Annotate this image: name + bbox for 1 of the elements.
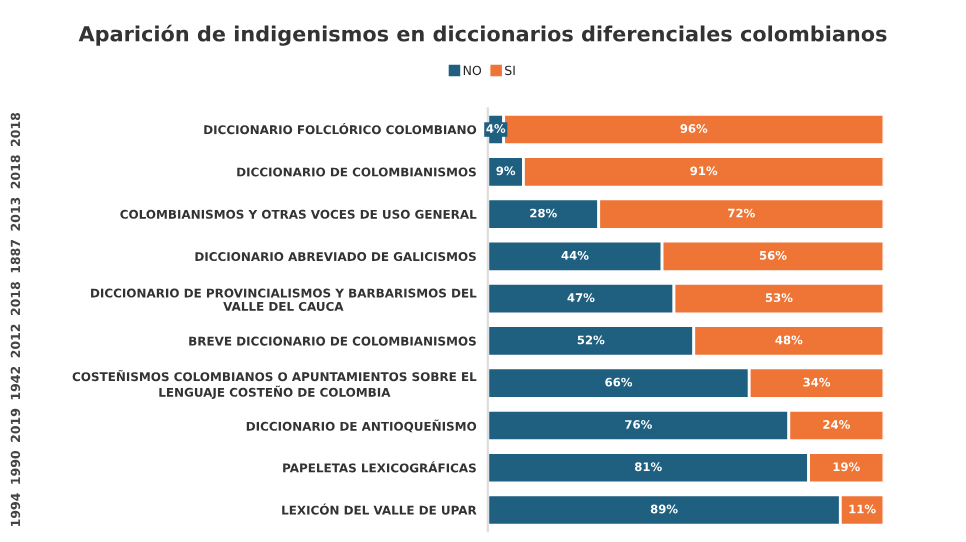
chart-title: Aparición de indigenismos en diccionarios diferenciales colombianos [78,24,887,46]
